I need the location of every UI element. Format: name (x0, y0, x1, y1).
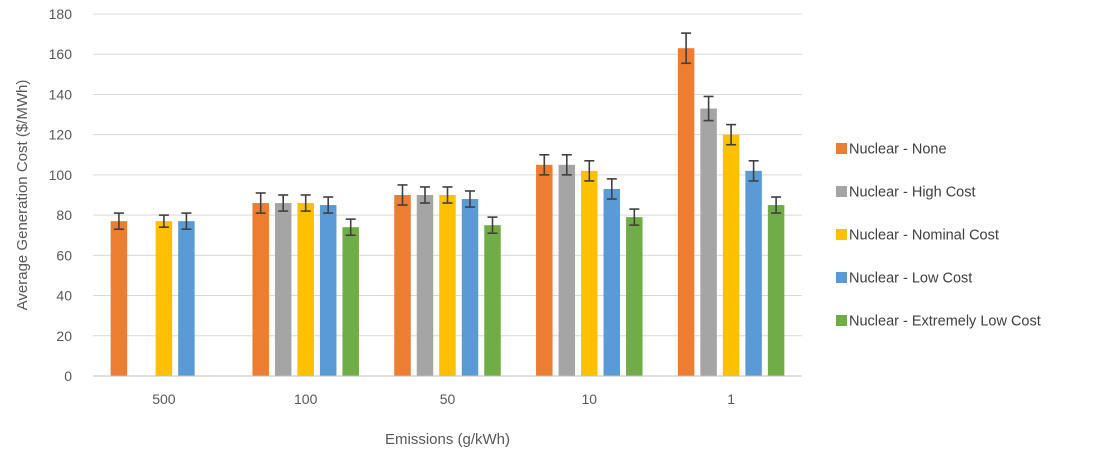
x-tick-label: 50 (440, 391, 456, 407)
bar (581, 170, 598, 376)
x-tick-labels: 500 100 50 10 1 (152, 391, 735, 407)
legend-label: Nuclear - High Cost (849, 185, 976, 201)
legend-item: Nuclear - Extremely Low Cost (836, 314, 1041, 330)
bars (110, 48, 785, 377)
y-tick-label: 100 (49, 167, 73, 183)
legend-swatch (836, 272, 847, 283)
error-bar (681, 32, 692, 65)
error-bar (487, 216, 498, 235)
bar (252, 203, 269, 376)
error-bar (113, 212, 124, 230)
bar (558, 164, 576, 376)
y-tick-label: 40 (56, 288, 72, 304)
error-bar (465, 190, 475, 208)
legend-item: Nuclear - None (836, 142, 947, 158)
bar (416, 195, 434, 376)
y-tick-label: 0 (64, 368, 72, 384)
error-bar (397, 184, 408, 206)
legend-item: Nuclear - High Cost (836, 185, 976, 201)
legend-swatch (836, 186, 847, 197)
bar (297, 203, 314, 376)
error-bar (584, 160, 595, 182)
bar (274, 203, 292, 376)
bar (394, 195, 411, 376)
legend-label: Nuclear - None (849, 142, 947, 158)
bar (319, 205, 337, 376)
y-tick-label: 80 (56, 207, 72, 223)
error-bar (181, 212, 192, 230)
bar (484, 225, 501, 376)
error-bar (703, 95, 714, 122)
bar (677, 48, 695, 376)
bar (461, 199, 479, 376)
legend-item: Nuclear - Nominal Cost (836, 228, 999, 244)
y-tick-label: 60 (56, 247, 72, 263)
x-tick-label: 100 (294, 391, 318, 407)
bar (603, 188, 621, 376)
bar (536, 164, 553, 376)
bar (767, 205, 785, 376)
error-bar (442, 186, 453, 204)
error-bar (606, 178, 617, 200)
legend: Nuclear - None Nuclear - High Cost Nuclear… (836, 142, 1041, 330)
bar (155, 221, 173, 376)
bar (439, 195, 456, 376)
error-bar (278, 194, 289, 212)
y-tick-label: 160 (49, 46, 73, 62)
bar (342, 227, 359, 376)
error-bar (255, 192, 266, 214)
bar (110, 221, 128, 376)
x-tick-label: 500 (152, 391, 176, 407)
legend-label: Nuclear - Extremely Low Cost (849, 314, 1041, 330)
error-bar (748, 160, 759, 182)
error-bar (323, 196, 334, 214)
y-tick-labels: 0 20 40 60 80 100 120 140 160 180 (49, 6, 73, 384)
error-bar (345, 218, 356, 237)
error-bar (726, 123, 737, 146)
x-tick-label: 10 (582, 391, 598, 407)
error-bar (561, 153, 572, 176)
error-bar (158, 214, 169, 228)
bar (178, 221, 195, 376)
bar (626, 217, 643, 376)
bar (722, 134, 740, 376)
y-tick-label: 120 (49, 127, 73, 143)
legend-swatch (836, 143, 847, 154)
y-tick-label: 20 (56, 328, 72, 344)
legend-swatch (836, 229, 847, 240)
error-bar (300, 194, 311, 212)
legend-swatch (836, 315, 847, 326)
error-bar (420, 186, 430, 204)
bar (700, 108, 717, 377)
error-bars (113, 32, 782, 237)
legend-label: Nuclear - Nominal Cost (849, 228, 999, 244)
legend-label: Nuclear - Low Cost (849, 271, 972, 287)
gridlines (93, 13, 802, 337)
legend-item: Nuclear - Low Cost (836, 271, 972, 287)
y-tick-label: 140 (49, 86, 73, 102)
x-axis-title: Emissions (g/kWh) (385, 431, 510, 448)
y-tick-label: 180 (49, 6, 73, 22)
bar (745, 170, 762, 376)
x-tick-label: 1 (727, 391, 735, 407)
error-bar (629, 208, 640, 226)
error-bar (539, 153, 550, 176)
error-bar (771, 196, 782, 214)
y-axis-title: Average Generation Cost ($/MWh) (14, 80, 31, 311)
